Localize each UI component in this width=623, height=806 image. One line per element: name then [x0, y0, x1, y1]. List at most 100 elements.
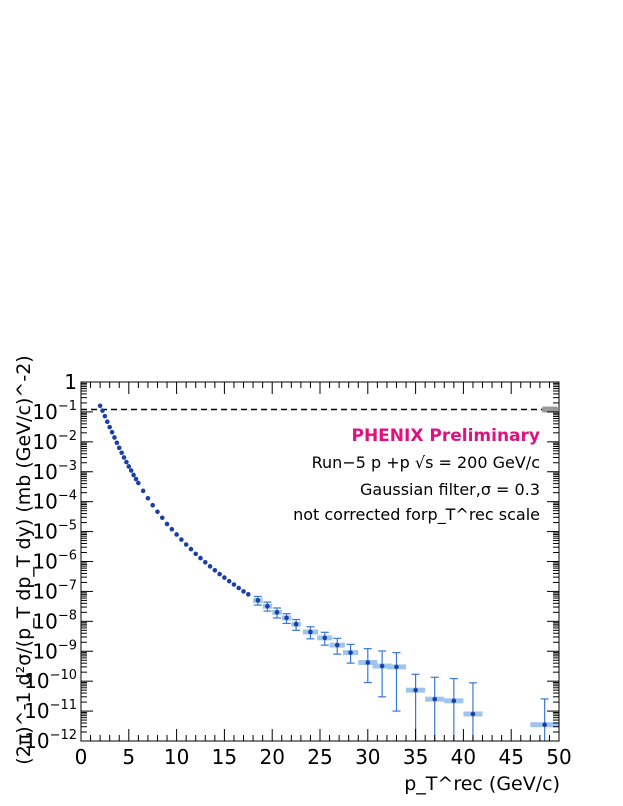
y-tick-label-4: 10−4 — [32, 489, 77, 514]
data-point-24 — [174, 532, 179, 537]
y-tick-label-5: 10−5 — [32, 519, 77, 544]
data-point-42 — [274, 610, 280, 615]
data-point-12 — [126, 464, 132, 469]
y-axis-title: (2π)^-1 d²σ/(p_T dp_T dy) (mb (GeV/c)^-2… — [13, 355, 35, 764]
data-point-3 — [104, 419, 110, 425]
data-point-27 — [188, 546, 194, 552]
data-point-41 — [265, 603, 270, 609]
data-point-14 — [131, 472, 136, 478]
error-bar-49 — [363, 648, 372, 684]
data-point-1 — [100, 408, 105, 413]
data-point-8 — [116, 445, 122, 451]
data-point-10 — [121, 455, 127, 460]
x-tick-label-50: 50 — [546, 745, 571, 769]
data-point-44 — [293, 621, 299, 627]
data-point-33 — [217, 571, 222, 577]
data-point-2 — [102, 413, 108, 419]
error-bar-54 — [449, 677, 458, 741]
data-point-23 — [169, 526, 175, 532]
data-point-16 — [136, 480, 141, 486]
data-point-46 — [322, 635, 328, 641]
data-point-30 — [202, 560, 208, 565]
data-point-18 — [145, 495, 151, 501]
x-tick-label-0: 0 — [75, 745, 88, 769]
x-tick-label-30: 30 — [355, 745, 380, 769]
data-point-20 — [155, 509, 160, 515]
y-tick-label-2: 10−2 — [32, 429, 77, 454]
data-point-19 — [150, 502, 155, 508]
experiment-label: PHENIX Preliminary — [352, 426, 541, 446]
data-point-17 — [140, 488, 146, 494]
error-bar-53 — [430, 676, 439, 741]
data-point-11 — [124, 459, 129, 465]
x-axis-ticks: 0 5 10 15 20 25 30 35 40 45 50 — [75, 382, 572, 769]
data-point-51 — [394, 664, 399, 670]
data-point-52 — [413, 687, 418, 693]
data-point-55 — [470, 711, 476, 717]
y-tick-label-0: 1 — [64, 370, 77, 394]
data-point-53 — [432, 696, 438, 702]
data-point-50 — [379, 663, 385, 669]
data-point-54 — [451, 698, 457, 704]
x-tick-label-20: 20 — [259, 745, 284, 769]
data-point-36 — [231, 582, 237, 587]
y-tick-label-12: 10−12 — [24, 728, 77, 753]
y-tick-label-11: 10−11 — [24, 698, 77, 723]
data-point-40 — [255, 598, 261, 603]
data-point-21 — [159, 515, 165, 521]
reference-marker — [542, 406, 558, 413]
y-tick-label-3: 10−3 — [32, 459, 77, 484]
y-tick-label-9: 10−9 — [32, 638, 77, 663]
data-point-49 — [365, 660, 371, 665]
data-point-34 — [222, 575, 227, 580]
data-point-31 — [207, 564, 213, 569]
x-tick-label-40: 40 — [451, 745, 476, 769]
y-tick-label-1: 10−1 — [32, 399, 77, 424]
data-point-6 — [112, 435, 117, 440]
x-tick-label-25: 25 — [307, 745, 332, 769]
data-point-56 — [542, 722, 547, 728]
x-axis-title: p_T^rec (GeV/c) — [404, 773, 560, 795]
error-bar-56 — [540, 698, 549, 741]
data-point-5 — [109, 429, 115, 435]
x-tick-label-10: 10 — [164, 745, 189, 769]
error-bar-51 — [392, 652, 401, 712]
data-points — [97, 403, 547, 728]
data-point-45 — [308, 629, 313, 635]
data-point-39 — [246, 592, 251, 597]
data-point-7 — [114, 440, 120, 446]
y-axis-ticks: 1 10−1 10−2 10−3 10−4 10−5 10−6 10−7 10−8 10−9 10−… — [24, 370, 559, 753]
data-point-37 — [236, 585, 242, 591]
data-point-25 — [179, 537, 184, 542]
x-tick-label-5: 5 — [122, 745, 135, 769]
error-bars — [253, 595, 549, 741]
y-tick-label-8: 10−8 — [32, 608, 77, 633]
data-point-15 — [133, 476, 139, 482]
data-point-0 — [97, 403, 103, 409]
y-tick-label-10: 10−10 — [24, 668, 77, 693]
data-point-29 — [198, 555, 203, 561]
correction-note: not corrected forp_T^rec scale — [293, 505, 540, 525]
data-point-13 — [128, 468, 134, 473]
data-point-28 — [193, 551, 199, 557]
y-tick-label-7: 10−7 — [32, 578, 77, 603]
x-tick-label-35: 35 — [403, 745, 428, 769]
data-point-43 — [284, 615, 289, 621]
data-point-4 — [107, 424, 112, 430]
x-tick-label-15: 15 — [212, 745, 237, 769]
data-point-48 — [348, 650, 353, 655]
run-label: Run−5 p +p √s = 200 GeV/c — [312, 453, 540, 472]
x-tick-label-45: 45 — [498, 745, 523, 769]
data-point-47 — [334, 642, 340, 648]
filter-label: Gaussian filter,σ = 0.3 — [360, 480, 540, 499]
data-point-9 — [119, 450, 124, 456]
data-point-38 — [241, 589, 246, 594]
data-point-26 — [183, 542, 189, 547]
data-point-22 — [164, 521, 170, 527]
data-point-32 — [212, 567, 218, 573]
data-point-35 — [226, 578, 232, 584]
error-bar-50 — [378, 650, 387, 698]
y-tick-label-6: 10−6 — [32, 549, 77, 574]
bin-width-boxes — [253, 597, 559, 728]
